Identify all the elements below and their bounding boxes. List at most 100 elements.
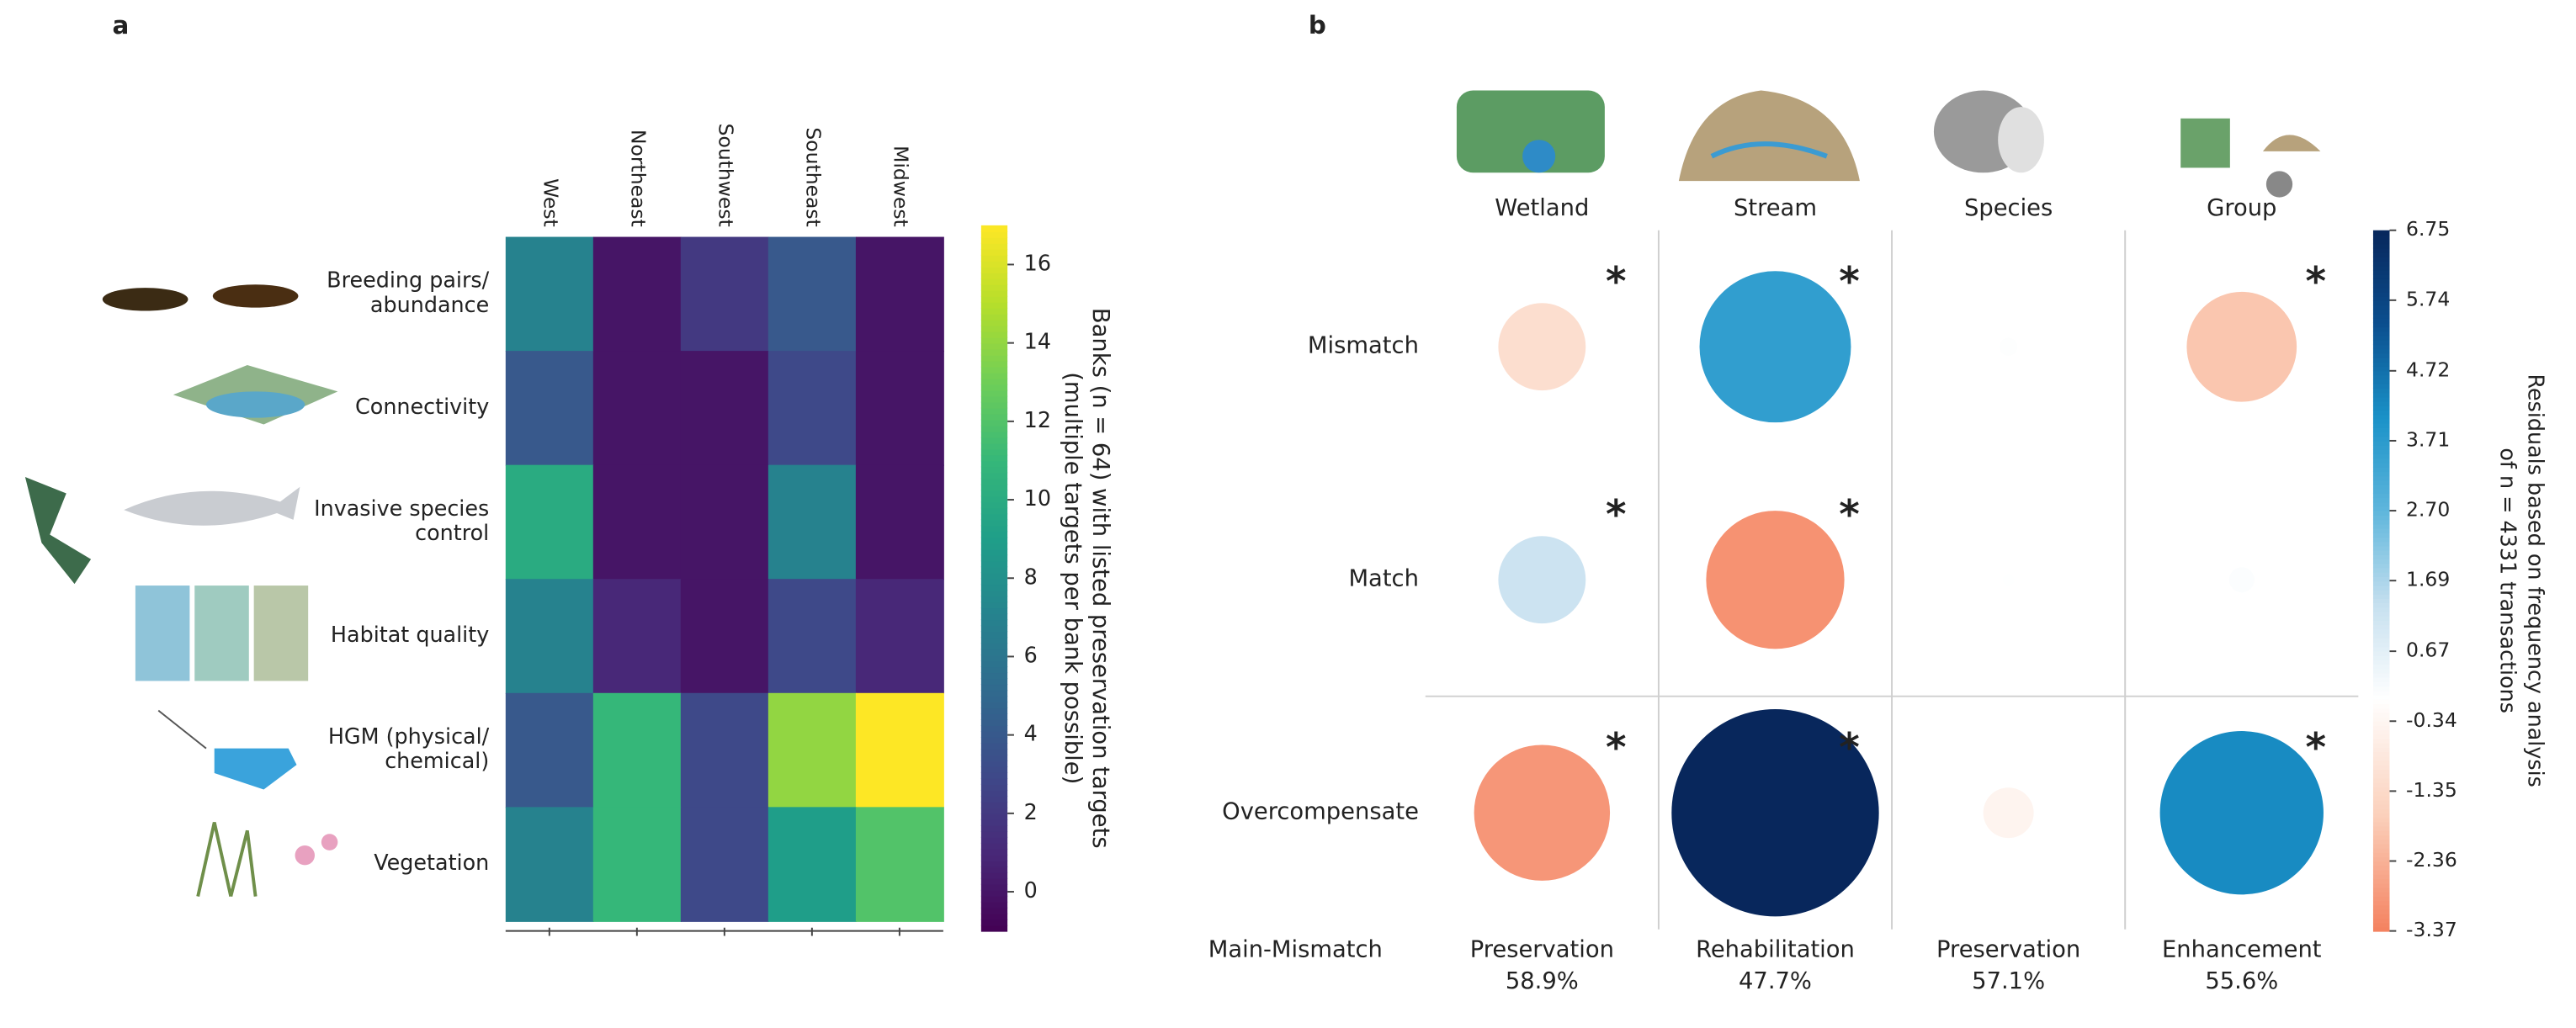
colorbar-slice [2372, 808, 2390, 814]
colorbar-slice [2372, 918, 2390, 924]
colorbar-slice [2372, 291, 2390, 297]
colorbar-slice [2372, 900, 2390, 906]
colorbar-slice [2372, 585, 2390, 591]
colorbar-slice [980, 437, 1008, 444]
colorbar-slice [2372, 755, 2390, 761]
significance-marker: * [1606, 258, 1627, 305]
colorbar-slice [2372, 269, 2390, 275]
colorbar-slice [980, 690, 1008, 697]
column-label: Species [1964, 195, 2053, 221]
colorbar-slice [980, 854, 1008, 861]
bubble [1498, 303, 1586, 391]
heat-cell [592, 236, 682, 352]
colorbar-slice [2372, 724, 2390, 731]
heat-cell [505, 464, 594, 580]
colorbar-slice [2372, 348, 2390, 354]
colorbar-slice [2372, 480, 2390, 485]
heat-cell [680, 464, 769, 580]
colorbar-slice [2372, 843, 2390, 849]
significance-marker: * [2306, 258, 2327, 305]
colorbar-slice [2372, 295, 2390, 301]
colorbar-slice [980, 777, 1008, 785]
colorbar-slice [2372, 410, 2390, 416]
row-label: control [415, 520, 489, 545]
colorbar-slice [2372, 786, 2390, 792]
heat-cell [855, 807, 944, 922]
heat-cell [680, 579, 769, 694]
icons-b [1456, 90, 2321, 198]
colorbar-slice [980, 537, 1008, 544]
colorbar-slice [2372, 475, 2390, 481]
colorbar-slice [980, 413, 1008, 421]
colorbar-slice [980, 401, 1008, 409]
colorbar-slice [2372, 230, 2390, 236]
colorbar-slice [980, 472, 1008, 480]
colorbar-slice [980, 419, 1008, 427]
row-label: chemical) [385, 748, 489, 773]
colorbar-slice [2372, 309, 2390, 315]
colorbar-slice [2372, 646, 2390, 652]
colorbar-slice [980, 795, 1008, 803]
colorbar-slice [980, 354, 1008, 362]
bubble [2002, 574, 2015, 586]
heat-cell [855, 236, 944, 352]
colorbar-slice [980, 877, 1008, 885]
colorbar-slice [2372, 751, 2390, 757]
colorbar-slice [980, 807, 1008, 814]
colorbar-slice [980, 560, 1008, 568]
panel-label: b [1309, 11, 1326, 40]
colorbar-slice [2372, 501, 2390, 507]
colorbar-slice [980, 248, 1008, 256]
colorbar-slice [980, 384, 1008, 391]
colorbar-slice [980, 654, 1008, 662]
bubble [1671, 709, 1879, 917]
colorbar-slice [2372, 913, 2390, 919]
colorbar-slice [2372, 283, 2390, 289]
footer-label: Main-Mismatch [1208, 937, 1383, 963]
colorbar-slice [980, 336, 1008, 344]
colorbar-slice [2372, 252, 2390, 257]
colorbar-slice [2372, 707, 2390, 713]
colorbar-slice [980, 895, 1008, 903]
colorbar-slice [2372, 637, 2390, 644]
colorbar-slice [2372, 742, 2390, 748]
colorbar-tick-label: 5.74 [2406, 287, 2450, 310]
colorbar-slice [980, 431, 1008, 438]
colorbar-slice [980, 236, 1008, 244]
colorbar-slice [980, 702, 1008, 709]
colorbar-slice [2372, 720, 2390, 726]
colorbar-slice [2372, 484, 2390, 490]
colorbar-slice [2372, 922, 2390, 928]
colorbar-slice [2372, 515, 2390, 521]
colorbar-slice [2372, 247, 2390, 253]
colorbar-slice [2372, 462, 2390, 468]
colorbar-tick-label: 2.70 [2406, 498, 2450, 522]
colorbar-slice [980, 490, 1008, 497]
colorbar-slice [2372, 839, 2390, 845]
colorbar-slice [2372, 803, 2390, 809]
colorbar-slice [980, 625, 1008, 633]
colorbar-slice [980, 295, 1008, 303]
colorbar-slice [2372, 602, 2390, 608]
colorbar-slice [2372, 374, 2390, 380]
colorbar-slice [980, 643, 1008, 650]
colorbar-slice [2372, 427, 2390, 433]
colorbar-slice [980, 372, 1008, 379]
column-label: Northeast [626, 130, 650, 227]
footer-type: Rehabilitation [1696, 937, 1855, 963]
colorbar-slice [2372, 554, 2390, 560]
row-label: HGM (physical/ [328, 723, 490, 749]
colorbar-slice [2372, 851, 2390, 858]
colorbar-slice [980, 789, 1008, 797]
heat-cell [767, 351, 857, 466]
colorbar-slice [2372, 878, 2390, 884]
colorbar-slice [2372, 414, 2390, 420]
footer-share: 58.9% [1506, 968, 1579, 994]
colorbar-slice [2372, 265, 2390, 271]
significance-marker: * [1606, 724, 1627, 771]
row-label: Match [1348, 566, 1418, 592]
colorbar-slice [980, 554, 1008, 562]
colorbar-slice [980, 283, 1008, 291]
colorbar-slice [980, 519, 1008, 527]
